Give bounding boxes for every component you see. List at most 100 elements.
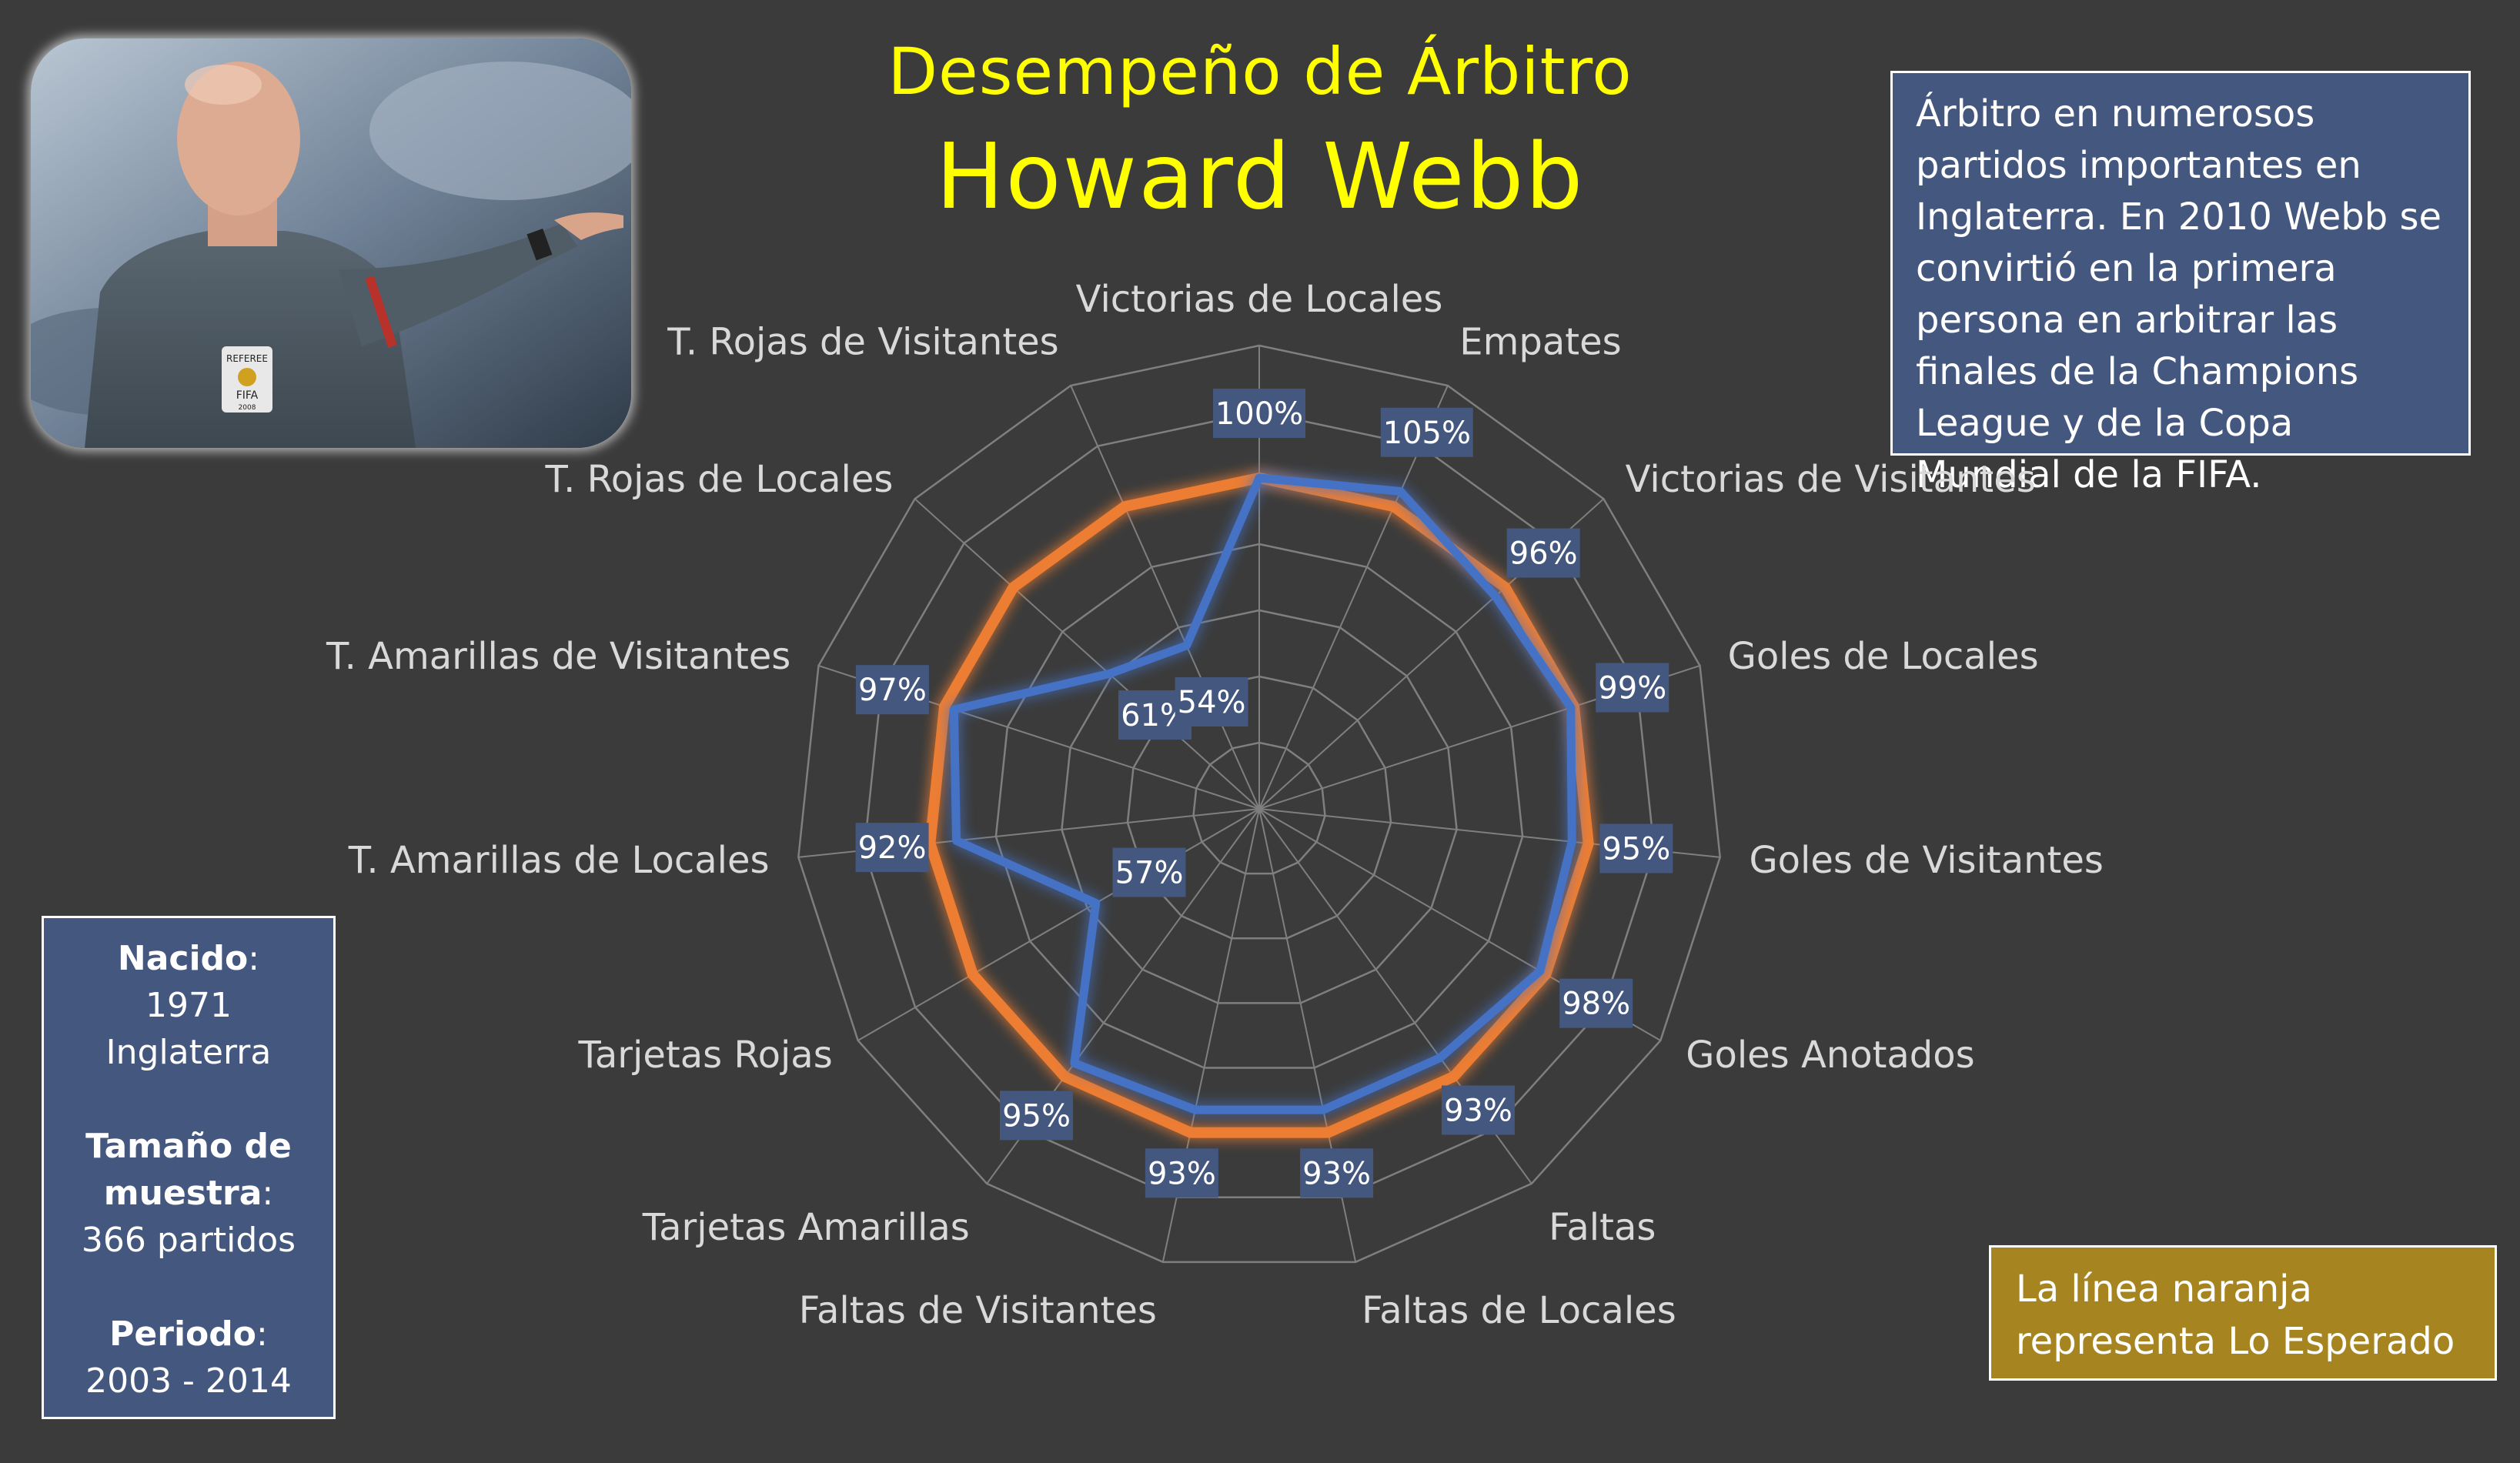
value-label-6: 98% (1559, 978, 1633, 1028)
value-label-box-4 (1596, 663, 1669, 713)
value-label-box-13 (855, 665, 929, 715)
value-label-box-7 (1441, 1085, 1515, 1135)
value-label-text-3: 96% (1509, 536, 1578, 572)
grid-spoke-11 (857, 808, 1260, 1041)
category-label-10: Tarjetas Amarillas (642, 1206, 970, 1249)
category-label-15: T. Rojas de Visitantes (667, 320, 1058, 363)
value-label-text-13: 97% (858, 673, 927, 708)
value-label-1: 100% (1213, 389, 1305, 438)
value-label-text-15: 54% (1178, 685, 1246, 720)
value-label-text-12: 92% (858, 830, 927, 866)
value-label-box-3 (1506, 528, 1580, 578)
value-label-box-1 (1213, 389, 1305, 438)
legend-note-text: La línea naranja representa Lo Esperado (2016, 1268, 2455, 1363)
value-label-text-10: 95% (1002, 1098, 1071, 1134)
value-label-2: 105% (1380, 407, 1473, 457)
value-label-12: 92% (855, 823, 929, 873)
radar-labels: Victorias de Locales Empates Victorias de … (326, 278, 2104, 1332)
actual-point-9 (1191, 1106, 1199, 1114)
category-label-3: Victorias de Visitantes (1626, 458, 2036, 501)
sample-label-2: muestra (103, 1174, 262, 1213)
value-label-10: 95% (1000, 1091, 1074, 1141)
value-label-text-11: 57% (1115, 856, 1184, 891)
actual-point-1 (1255, 474, 1263, 482)
badge-year: 2008 (239, 404, 256, 412)
category-label-5: Goles de Visitantes (1749, 839, 2103, 882)
born-country: Inglaterra (105, 1033, 272, 1072)
value-label-text-9: 93% (1148, 1156, 1216, 1191)
category-label-4: Goles de Locales (1728, 635, 2039, 678)
grid-ring-6 (863, 410, 1656, 1198)
grid-ring-2 (1126, 675, 1392, 940)
value-label-text-6: 98% (1562, 987, 1630, 1022)
value-label-box-10 (1000, 1091, 1074, 1141)
category-label-11: Tarjetas Rojas (578, 1034, 833, 1077)
grid-ring-1 (1192, 741, 1326, 875)
actual-point-8 (1319, 1106, 1328, 1114)
value-label-box-2 (1380, 407, 1473, 457)
actual-point-15 (1182, 641, 1191, 650)
grid-ring-3 (1061, 609, 1458, 1004)
radar-series (924, 473, 1594, 1138)
actual-point-6 (1536, 967, 1544, 975)
legend-note-box: La línea naranja representa Lo Esperado (1989, 1245, 2497, 1381)
value-label-box-11 (1112, 847, 1186, 897)
value-label-9: 93% (1145, 1148, 1218, 1198)
grid-spoke-15 (1070, 385, 1260, 810)
value-label-13: 97% (855, 665, 929, 715)
actual-point-4 (1566, 703, 1575, 712)
category-label-2: Empates (1459, 320, 1621, 363)
actual-line (949, 473, 1576, 1114)
badge-org: FIFA (236, 389, 259, 402)
born-year: 1971 (145, 986, 232, 1025)
referee-name: Howard Webb (935, 123, 1585, 229)
actual-point-2 (1396, 487, 1405, 496)
expected-line (924, 473, 1594, 1138)
referee-photo: REFEREE FIFA 2008 (31, 38, 631, 448)
actual-point-12 (952, 837, 961, 845)
actual-point-10 (1070, 1059, 1078, 1067)
value-label-box-12 (855, 823, 929, 873)
period-value: 2003 - 2014 (85, 1361, 292, 1401)
grid-spoke-14 (914, 498, 1260, 810)
value-label-text-2: 105% (1383, 416, 1471, 451)
value-label-text-5: 95% (1602, 831, 1670, 867)
value-label-3: 96% (1506, 528, 1580, 578)
value-label-box-15 (1175, 676, 1248, 726)
value-label-box-8 (1300, 1148, 1374, 1198)
value-label-text-7: 93% (1444, 1093, 1512, 1128)
category-label-8: Faltas de Locales (1362, 1289, 1676, 1332)
category-label-7: Faltas (1549, 1206, 1656, 1249)
value-label-7: 93% (1441, 1085, 1515, 1135)
badge-text: REFEREE (226, 353, 268, 364)
sample-value: 366 partidos (81, 1221, 296, 1260)
category-label-9: Faltas de Visitantes (799, 1289, 1157, 1332)
referee-illustration: REFEREE FIFA 2008 (31, 38, 631, 448)
actual-point-11 (1091, 899, 1100, 907)
category-label-12: T. Amarillas de Locales (348, 839, 770, 882)
category-label-1: Victorias de Locales (1076, 278, 1443, 321)
grid-ring-7 (797, 344, 1721, 1264)
sample-label-1: Tamaño de (85, 1127, 292, 1166)
value-label-5: 95% (1599, 823, 1673, 873)
value-label-box-9 (1145, 1148, 1218, 1198)
value-label-11: 57% (1112, 847, 1186, 897)
value-label-text-8: 93% (1302, 1156, 1371, 1191)
actual-point-14 (1105, 670, 1114, 678)
actual-point-7 (1436, 1054, 1445, 1062)
value-label-text-4: 99% (1598, 670, 1666, 706)
info-text: Árbitro en numerosos partidos importante… (1916, 92, 2442, 496)
actual-point-13 (950, 706, 958, 714)
value-label-box-6 (1559, 978, 1633, 1028)
category-label-6: Goles Anotados (1686, 1034, 1974, 1077)
bio-box: Nacido: 1971 Inglaterra Tamaño de muestr… (42, 916, 336, 1419)
value-label-8: 93% (1300, 1148, 1374, 1198)
chart-title: Desempeño de Árbitro (887, 34, 1633, 109)
actual-point-5 (1568, 837, 1576, 846)
value-label-15: 54% (1175, 676, 1248, 726)
category-label-14: T. Rojas de Locales (544, 458, 893, 501)
grid-ring-4 (994, 543, 1524, 1069)
value-label-4: 99% (1596, 663, 1669, 713)
period-label: Periodo (109, 1314, 256, 1354)
